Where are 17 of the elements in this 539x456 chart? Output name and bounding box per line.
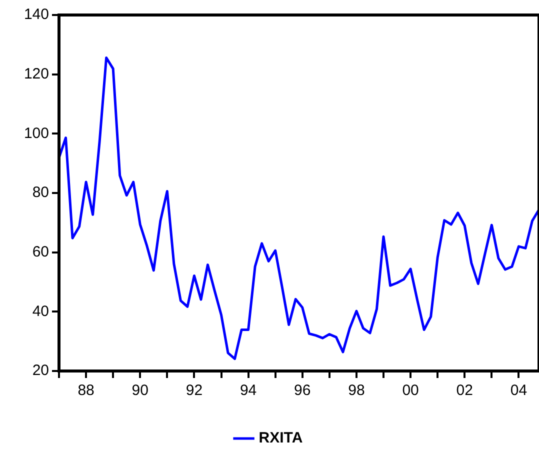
x-tick-label: 96 (294, 382, 311, 400)
y-tick-label: 80 (32, 184, 49, 202)
x-tick-label: 98 (348, 382, 365, 400)
x-tick-label: 90 (132, 382, 148, 400)
y-tick-label: 140 (24, 6, 49, 24)
y-tick-label: 60 (32, 243, 49, 260)
y-tick-label: 20 (32, 362, 49, 380)
x-tick-label: 88 (78, 382, 94, 400)
x-tick-label: 94 (240, 382, 257, 400)
x-tick-label: 00 (402, 382, 419, 400)
x-tick-label: 92 (186, 382, 203, 400)
y-tick-label: 40 (32, 302, 49, 320)
y-tick-label: 120 (24, 65, 49, 82)
x-tick-label: 02 (456, 382, 473, 400)
y-tick-label: 100 (24, 124, 49, 142)
x-tick-label: 04 (510, 382, 528, 400)
legend-label: RXITA (258, 430, 303, 447)
